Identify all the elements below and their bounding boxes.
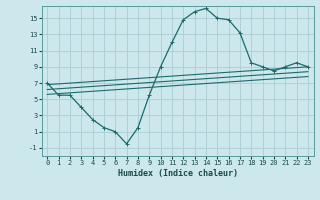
X-axis label: Humidex (Indice chaleur): Humidex (Indice chaleur) [118, 169, 237, 178]
